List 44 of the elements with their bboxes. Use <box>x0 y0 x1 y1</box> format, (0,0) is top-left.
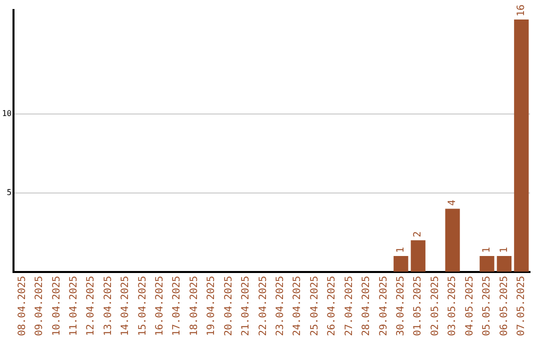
data-label: 1 <box>498 246 510 254</box>
x-tick-label: 29.04.2025 <box>378 276 390 336</box>
x-tick-label: 21.04.2025 <box>240 276 252 336</box>
x-tick-label: 13.04.2025 <box>102 276 114 336</box>
bar <box>480 256 494 272</box>
x-tick-label: 04.05.2025 <box>464 276 476 336</box>
x-tick-label: 02.05.2025 <box>430 276 441 336</box>
x-tick-label: 25.04.2025 <box>309 276 320 336</box>
x-tick-label: 09.04.2025 <box>34 276 46 336</box>
x-tick-label: 08.04.2025 <box>16 276 28 336</box>
x-tick-label: 22.04.2025 <box>258 276 269 336</box>
data-label: 2 <box>412 231 424 238</box>
x-tick-label: 19.04.2025 <box>206 276 218 336</box>
bar <box>445 208 460 272</box>
y-tick-label: 10 <box>2 109 12 118</box>
x-tick-label: 07.05.2025 <box>516 276 527 336</box>
bar <box>514 19 529 272</box>
x-tick-label: 26.04.2025 <box>326 276 338 336</box>
x-tick-label: 24.04.2025 <box>292 276 304 336</box>
x-tick-label: 06.05.2025 <box>498 276 510 336</box>
data-label: 16 <box>516 4 527 16</box>
bar <box>496 256 512 272</box>
x-tick-label: 18.04.2025 <box>188 276 200 336</box>
x-tick-label: 03.05.2025 <box>447 276 458 336</box>
x-tick-label: 14.04.2025 <box>120 276 132 336</box>
x-tick-label: 12.04.2025 <box>86 276 97 336</box>
x-tick-label: 11.04.2025 <box>68 276 80 336</box>
x-tick-label: 05.05.2025 <box>482 276 493 336</box>
data-label: 1 <box>482 246 493 254</box>
x-tick-label: 28.04.2025 <box>361 276 372 336</box>
x-tick-label: 30.04.2025 <box>396 276 406 336</box>
y-tick-label: 5 <box>6 188 12 198</box>
x-tick-label: 15.04.2025 <box>137 276 148 336</box>
x-tick-label: 17.04.2025 <box>172 276 183 336</box>
x-tick-label: 23.04.2025 <box>275 276 286 336</box>
x-tick-label: 27.04.2025 <box>344 276 355 336</box>
bar <box>394 256 408 272</box>
x-tick-label: 20.04.2025 <box>223 276 234 336</box>
data-label: 4 <box>447 200 458 206</box>
x-tick-label: 10.04.2025 <box>51 276 62 336</box>
x-tick-label: 16.04.2025 <box>154 276 166 336</box>
data-label: 1 <box>396 246 406 254</box>
x-tick-label: 01.05.2025 <box>412 276 424 336</box>
bar <box>410 240 426 272</box>
